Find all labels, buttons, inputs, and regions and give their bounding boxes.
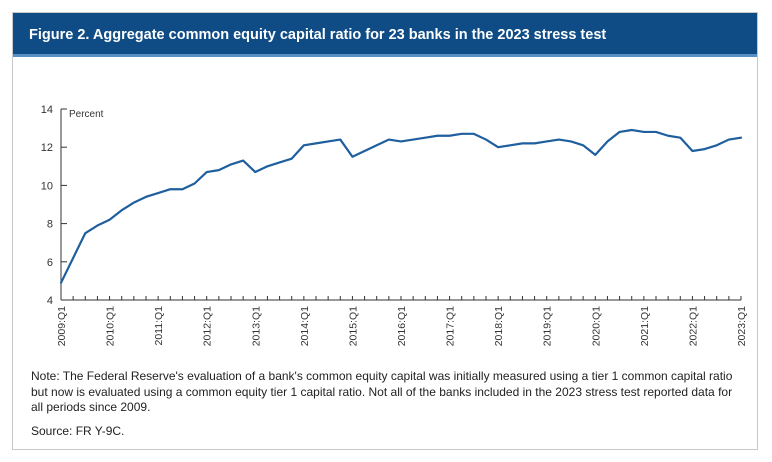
x-tick-label: 2016:Q1 [396, 306, 408, 346]
x-tick-label: 2009:Q1 [56, 306, 68, 346]
x-tick-label: 2020:Q1 [590, 306, 602, 346]
y-tick-label: 12 [41, 142, 53, 154]
figure-source: Source: FR Y-9C. [31, 423, 125, 438]
y-tick-label: 4 [47, 295, 53, 307]
y-tick-label: 10 [41, 180, 53, 192]
x-tick-label: 2019:Q1 [542, 306, 554, 346]
series-line [59, 128, 743, 284]
x-axis: 2009:Q1 2010:Q1 2011:Q1 2012:Q1 2013:Q1 2014:… [56, 296, 748, 346]
x-tick-label: 2017:Q1 [445, 306, 457, 346]
x-tick-label: 2018:Q1 [493, 306, 505, 346]
x-tick-label: 2012:Q1 [202, 306, 214, 346]
figure-frame: Figure 2. Aggregate common equity capita… [12, 12, 758, 450]
y-tick-label: 8 [47, 219, 53, 231]
figure-note: Note: The Federal Reserve's evaluation o… [31, 369, 733, 414]
x-tick-label: 2014:Q1 [299, 306, 311, 346]
x-tick-label: 2015:Q1 [347, 306, 359, 346]
x-tick-label: 2022:Q1 [687, 306, 699, 346]
figure-title: Figure 2. Aggregate common equity capita… [13, 13, 757, 57]
x-tick-label: 2013:Q1 [250, 306, 262, 346]
x-tick-label: 2023:Q1 [736, 306, 748, 346]
x-tick-label: 2021:Q1 [639, 306, 651, 346]
x-tick-label: 2011:Q1 [153, 306, 165, 346]
y-axis: 4 6 8 10 12 14 [41, 104, 67, 307]
figure-notes: Note: The Federal Reserve's evaluation o… [31, 369, 747, 447]
x-tick-label: 2010:Q1 [105, 306, 117, 346]
y-tick-label: 6 [47, 257, 53, 269]
y-axis-label: Percent [69, 109, 104, 120]
y-tick-label: 14 [41, 104, 53, 116]
